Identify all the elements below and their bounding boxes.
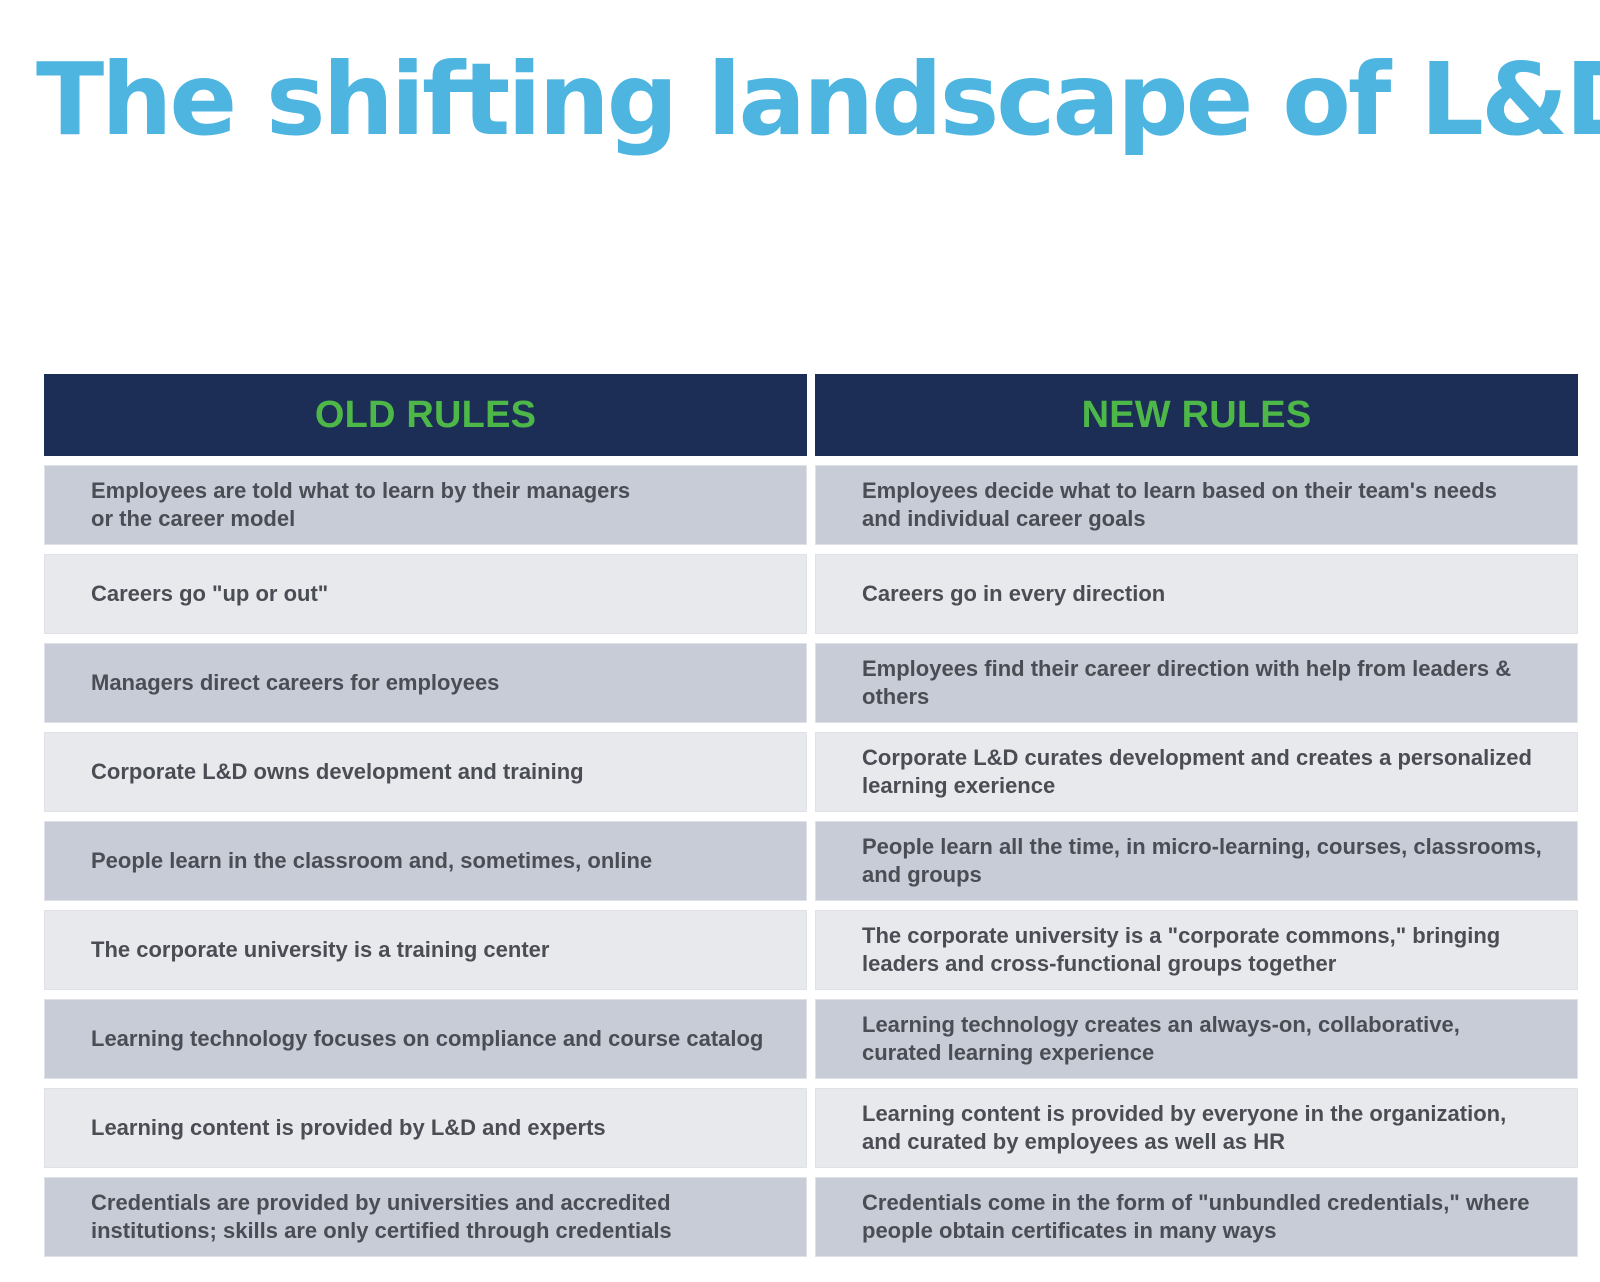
table-row: Employees are told what to learn by thei…	[44, 465, 1578, 545]
old-rule-cell: Employees are told what to learn by thei…	[44, 465, 807, 545]
new-rule-text: Learning content is provided by everyone…	[862, 1101, 1507, 1154]
old-rule-text: Corporate L&D owns development and train…	[91, 759, 584, 784]
new-rule-cell: Credentials come in the form of "unbundl…	[815, 1177, 1578, 1257]
table-row: Corporate L&D owns development and train…	[44, 732, 1578, 812]
old-rule-cell: Learning technology focuses on complianc…	[44, 999, 807, 1079]
table-row: Learning technology focuses on complianc…	[44, 999, 1578, 1079]
old-rule-cell: Careers go "up or out"	[44, 554, 807, 634]
old-rule-text: Employees are told what to learn by thei…	[91, 478, 631, 531]
table-row: Learning content is provided by L&D and …	[44, 1088, 1578, 1168]
old-rule-text: People learn in the classroom and, somet…	[91, 848, 653, 873]
new-rule-cell: Learning technology creates an always-on…	[815, 999, 1578, 1079]
page-title: The shifting landscape of L&D	[36, 41, 1600, 158]
old-rule-text: Managers direct careers for employees	[91, 670, 500, 695]
new-rule-cell: Employees find their career direction wi…	[815, 643, 1578, 723]
new-rule-text: Employees decide what to learn based on …	[862, 478, 1497, 531]
new-rule-cell: Careers go in every direction	[815, 554, 1578, 634]
new-rule-text: Corporate L&D curates development and cr…	[862, 745, 1532, 798]
old-rule-cell: People learn in the classroom and, somet…	[44, 821, 807, 901]
new-rule-cell: Corporate L&D curates development and cr…	[815, 732, 1578, 812]
old-rule-cell: Managers direct careers for employees	[44, 643, 807, 723]
new-rule-text: Learning technology creates an always-on…	[862, 1012, 1460, 1065]
new-rule-cell: Employees decide what to learn based on …	[815, 465, 1578, 545]
table-row: Credentials are provided by universities…	[44, 1177, 1578, 1257]
table-row: People learn in the classroom and, somet…	[44, 821, 1578, 901]
table-row: Managers direct careers for employees Emp…	[44, 643, 1578, 723]
table-row: The corporate university is a training c…	[44, 910, 1578, 990]
old-rule-text: Learning content is provided by L&D and …	[91, 1115, 606, 1140]
old-rule-text: The corporate university is a training c…	[91, 937, 550, 962]
table-row: Careers go "up or out" Careers go in ever…	[44, 554, 1578, 634]
old-rules-header: OLD RULES	[44, 374, 807, 456]
new-rule-cell: Learning content is provided by everyone…	[815, 1088, 1578, 1168]
old-rule-text: Careers go "up or out"	[91, 581, 329, 606]
new-rule-text: Careers go in every direction	[862, 581, 1166, 606]
old-rule-cell: The corporate university is a training c…	[44, 910, 807, 990]
new-rule-text: Employees find their career direction wi…	[862, 656, 1512, 709]
new-rule-text: Credentials come in the form of "unbundl…	[862, 1190, 1530, 1243]
table-header-row: OLD RULES NEW RULES	[44, 374, 1578, 456]
new-rule-cell: People learn all the time, in micro-lear…	[815, 821, 1578, 901]
new-rule-text: People learn all the time, in micro-lear…	[862, 834, 1542, 887]
old-rule-cell: Credentials are provided by universities…	[44, 1177, 807, 1257]
new-rules-header: NEW RULES	[815, 374, 1578, 456]
rules-comparison-table: OLD RULES NEW RULES Employees are told w…	[36, 365, 1586, 1266]
new-rule-cell: The corporate university is a "corporate…	[815, 910, 1578, 990]
new-rule-text: The corporate university is a "corporate…	[862, 923, 1501, 976]
old-rule-text: Learning technology focuses on complianc…	[91, 1026, 764, 1051]
old-rule-text: Credentials are provided by universities…	[91, 1190, 672, 1243]
old-rule-cell: Corporate L&D owns development and train…	[44, 732, 807, 812]
old-rule-cell: Learning content is provided by L&D and …	[44, 1088, 807, 1168]
